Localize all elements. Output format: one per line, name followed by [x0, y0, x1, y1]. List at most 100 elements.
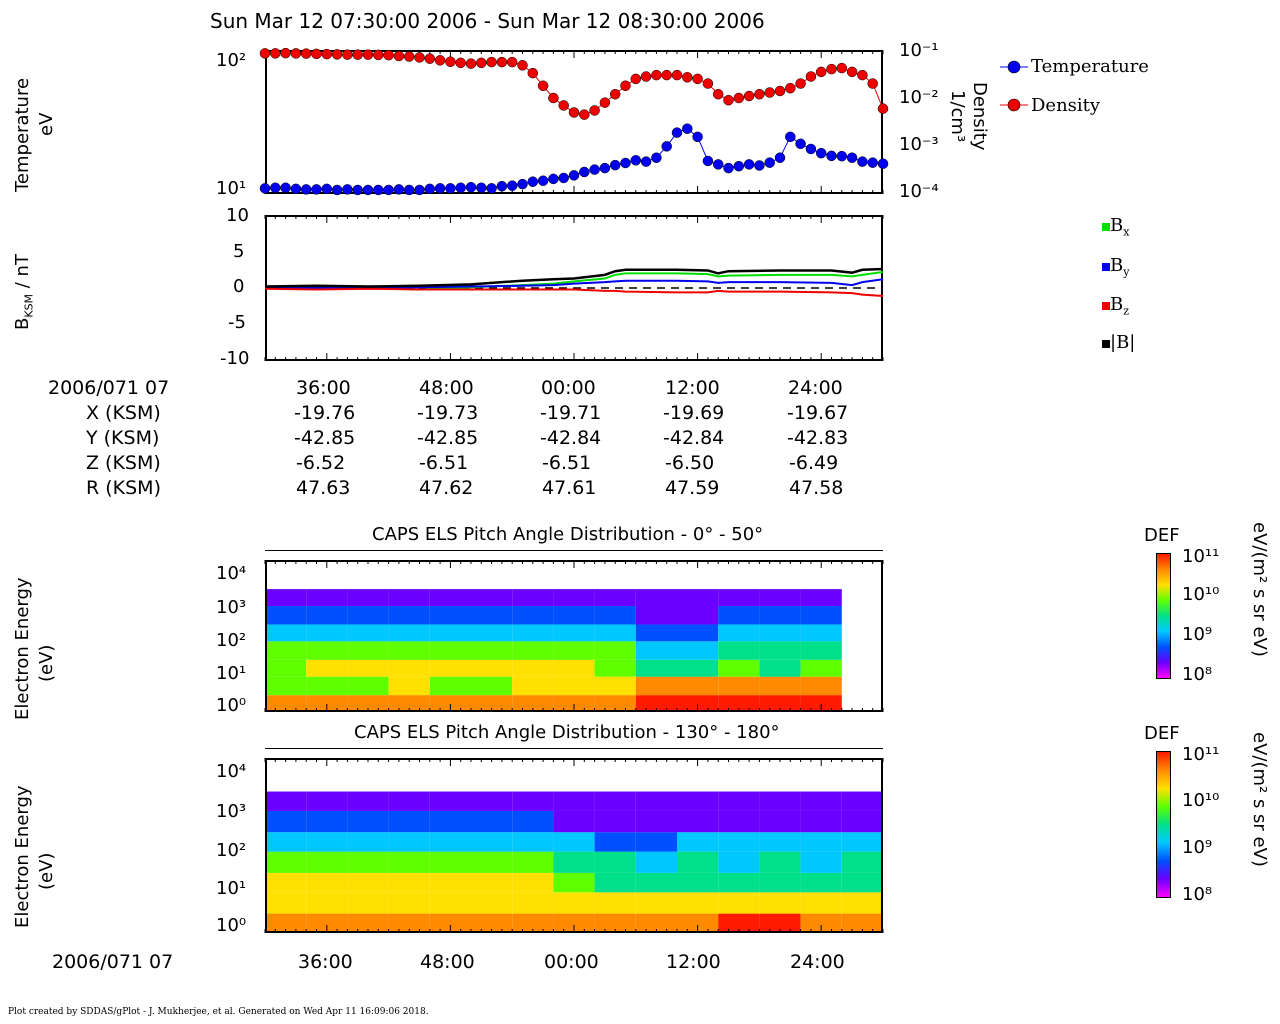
els2-cell: [471, 913, 513, 933]
els2-cell: [306, 913, 348, 933]
els1-cell: [635, 695, 677, 712]
mag-plot-area: [264, 215, 884, 361]
els2-cell: [800, 913, 842, 933]
els2-cell: [718, 872, 760, 893]
els1-cell: [388, 589, 430, 606]
ephem-time-3: 12:00: [665, 377, 720, 399]
els1-cell: [718, 605, 760, 625]
els1-cell: [471, 695, 513, 712]
bottom-time-1: 48:00: [420, 951, 475, 973]
els1-cell: [594, 676, 636, 696]
dens-ytick-1e-2: 10⁻²: [899, 87, 939, 108]
els1-cell: [800, 605, 842, 625]
density-point: [280, 47, 291, 59]
els2-cell: [759, 851, 801, 873]
els2-cell: [553, 872, 595, 893]
temperature-point: [434, 183, 446, 194]
els1-cell: [759, 676, 801, 696]
temp-legend-markers: [1000, 60, 1028, 112]
els1-cell: [759, 695, 801, 712]
ephem-time-4: 24:00: [788, 377, 843, 399]
bottom-time-2: 00:00: [544, 951, 599, 973]
density-point: [465, 58, 477, 69]
density-point: [712, 88, 724, 100]
density-point: [486, 56, 497, 68]
els1-cell: [635, 624, 677, 642]
temperature-point: [609, 159, 621, 171]
temperature-point: [671, 127, 683, 138]
temperature-point: [476, 182, 487, 194]
els1-cell: [718, 676, 760, 696]
els1-cell: [347, 676, 389, 696]
ephem-time-1: 48:00: [419, 377, 474, 399]
els1-cell: [347, 659, 389, 677]
density-point: [702, 78, 714, 89]
els1-ylabel-unit: (eV): [36, 644, 57, 682]
els2-cell: [512, 810, 554, 833]
els2-cell: [388, 791, 430, 811]
temp-ytick-10: 10¹: [216, 178, 247, 199]
els2-cell: [635, 832, 677, 852]
ephem-y-2: -42.84: [540, 427, 602, 449]
mag-ytick-10: 10: [226, 205, 249, 226]
els1-cell: [306, 695, 348, 712]
els1-cell: [718, 624, 760, 642]
ephem-time-0: 36:00: [296, 377, 351, 399]
temperature-point: [393, 184, 405, 195]
els2-cell: [512, 851, 554, 873]
els1-cell: [677, 624, 719, 642]
els1-cell: [388, 676, 430, 696]
els2-cell: [841, 892, 883, 914]
temperature-point: [589, 164, 600, 175]
colorbar2: [1156, 751, 1171, 898]
els1-cell: [594, 641, 636, 660]
temperature-point: [527, 176, 539, 187]
els1-cell: [512, 659, 554, 677]
density-point: [568, 107, 580, 118]
ephem-z-3: -6.50: [665, 452, 715, 474]
bottom-time-3: 12:00: [666, 951, 721, 973]
els1-cell: [265, 605, 307, 625]
temperature-point: [548, 173, 559, 185]
els1-cell: [512, 589, 554, 606]
els1-cell: [718, 641, 760, 660]
els2-cell: [594, 892, 636, 914]
els2-cell: [635, 913, 677, 933]
els2-cell: [471, 832, 513, 852]
els1-cell: [347, 641, 389, 660]
els2-cell: [347, 892, 389, 914]
els2-cell: [677, 832, 719, 852]
temperature-point: [506, 180, 518, 191]
density-point: [476, 57, 487, 69]
density-point: [764, 87, 775, 98]
els2-cell: [471, 791, 513, 811]
els1-cell: [347, 695, 389, 712]
els1-cell: [677, 659, 719, 677]
density-point: [434, 55, 446, 66]
els1-cell: [800, 641, 842, 660]
els1-cell: [429, 624, 471, 642]
els2-cell: [553, 810, 595, 833]
colorbar2-tick-1e11: 10¹¹: [1182, 744, 1220, 765]
ephem-x-3: -19.69: [663, 402, 725, 424]
els2-cell: [553, 791, 595, 811]
els2-title: CAPS ELS Pitch Angle Distribution - 130°…: [354, 722, 780, 743]
els2-ytick-1e1: 10¹: [216, 878, 247, 899]
els2-cell: [347, 851, 389, 873]
els1-cell: [347, 589, 389, 606]
els2-cell: [718, 892, 760, 914]
els2-cell: [265, 832, 307, 852]
ephem-r-4: 47.58: [789, 477, 844, 499]
els2-cell: [429, 851, 471, 873]
els1-cell: [800, 624, 842, 642]
temp-plot-area: [259, 47, 889, 196]
temperature-point: [342, 184, 353, 195]
els1-cell: [635, 676, 677, 696]
temperature-point: [620, 157, 631, 169]
temperature-point: [754, 160, 765, 171]
density-point: [640, 71, 652, 82]
els2-cell: [388, 913, 430, 933]
els1-cell: [594, 695, 636, 712]
els2-cell: [635, 892, 677, 914]
ephem-z-2: -6.51: [542, 452, 592, 474]
